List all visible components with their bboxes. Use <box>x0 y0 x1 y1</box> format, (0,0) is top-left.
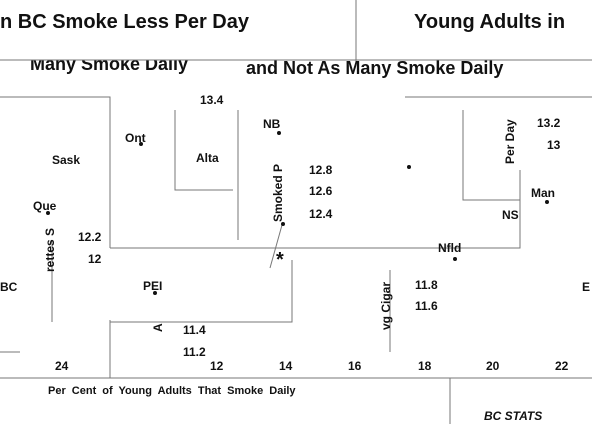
point <box>281 222 285 226</box>
y-axis-fragment: vg Cigar <box>379 282 393 330</box>
x-tick: 14 <box>279 359 293 373</box>
point-label: NB <box>263 117 281 131</box>
x-tick: 20 <box>486 359 500 373</box>
y-tick: 12.8 <box>309 163 333 177</box>
source: BC STATS <box>484 409 542 423</box>
axis-stroke <box>269 224 283 269</box>
y-tick: 11.4 <box>183 323 206 337</box>
point-label: PEI <box>143 279 162 293</box>
y-tick: 11.8 <box>415 278 438 292</box>
y-tick: 12 <box>88 252 102 266</box>
y-tick: 12.6 <box>309 184 333 198</box>
title-right: Young Adults in <box>414 11 565 33</box>
y-tick: 12.2 <box>78 230 102 244</box>
point-label: Ont <box>125 131 146 145</box>
y-tick: 13.4 <box>200 93 224 107</box>
panel <box>462 110 520 201</box>
x-tick: 24 <box>55 359 69 373</box>
point-label: Alta <box>196 151 219 165</box>
x-tick: 18 <box>418 359 432 373</box>
point-label: NS <box>502 208 519 222</box>
overlap <box>0 48 246 60</box>
y-axis-fragment: Smoked P <box>271 164 285 222</box>
y-tick: 13.2 <box>537 116 561 130</box>
subtitle-right: and Not As Many Smoke Daily <box>246 58 503 78</box>
x-tick: 16 <box>348 359 362 373</box>
panel <box>0 96 111 248</box>
point-label: BC <box>0 280 18 294</box>
point-label: Que <box>33 199 57 213</box>
point-label: Man <box>531 186 555 200</box>
x-axis-label: Per Cent of Young Adults That Smoke Dail… <box>48 385 296 397</box>
point <box>46 211 50 215</box>
panel <box>174 110 233 191</box>
y-tick: 11.6 <box>415 299 438 313</box>
panel <box>110 170 521 249</box>
y-axis-fragment: rettes S <box>43 228 57 272</box>
y-axis-fragment: Per Day <box>503 119 517 164</box>
point <box>453 257 457 261</box>
marker: * <box>276 249 284 271</box>
point <box>407 165 411 169</box>
point <box>153 291 157 295</box>
point-label: Sask <box>52 153 80 167</box>
point <box>139 142 143 146</box>
y-tick: 12.4 <box>309 207 333 221</box>
y-tick: 13 <box>547 138 561 152</box>
x-tick: 12 <box>210 359 224 373</box>
panel <box>110 260 293 323</box>
point <box>277 131 281 135</box>
point-label: Nfld <box>438 241 461 255</box>
title-left: n BC Smoke Less Per Day <box>0 11 250 33</box>
y-axis-fragment: A <box>151 323 165 332</box>
point-label: E <box>582 280 590 294</box>
y-tick: 11.2 <box>183 345 206 359</box>
x-tick: 22 <box>555 359 569 373</box>
point <box>545 200 549 204</box>
